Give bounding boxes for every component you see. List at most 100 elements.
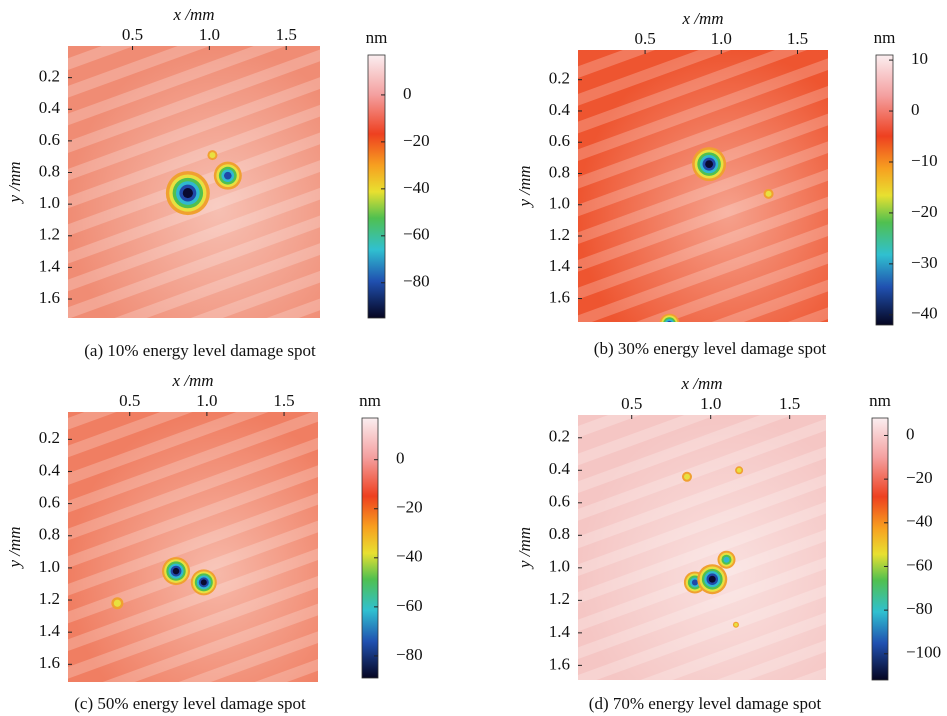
colorbar-tick-label: −80 (396, 645, 423, 664)
y-tick-label: 0.2 (39, 428, 60, 447)
colorbar-tick-label: 0 (396, 449, 405, 468)
colorbar (871, 417, 889, 681)
map-glow (578, 415, 826, 680)
panel: x /mm y /mm 0.5 1.0 1.5 0.2 0.4 0.6 0.8 1.0 1.2 1.4… (515, 9, 938, 358)
y-tick-label: 1.4 (39, 256, 61, 275)
y-tick-label: 1.2 (39, 589, 60, 608)
caption: (b) 30% energy level damage spot (594, 339, 827, 358)
y-tick-label: 1.0 (39, 193, 60, 212)
map-glow (68, 412, 318, 682)
surface-map (578, 415, 826, 680)
y-tick-label: 1.2 (39, 225, 60, 244)
y-tick-label: 0.8 (549, 524, 570, 543)
damage-spot (667, 320, 672, 322)
colorbar-tick-label: −30 (911, 253, 938, 272)
surface-map (578, 50, 828, 322)
caption: (a) 10% energy level damage spot (84, 341, 316, 360)
damage-spot (113, 599, 121, 607)
damage-spot (734, 622, 738, 627)
y-tick-label: 1.4 (549, 622, 571, 641)
damage-spot (665, 319, 674, 322)
x-tick-label: 1.5 (273, 391, 294, 410)
y-tick-label: 0.4 (39, 460, 61, 479)
panel: x /mm y /mm 0.5 1.0 1.5 0.2 0.4 0.6 0.8 1.0 1.2 1.4… (5, 5, 430, 360)
colorbar-label: nm (359, 391, 381, 410)
colorbar-label: nm (366, 28, 388, 47)
colorbar-tick-label: −20 (911, 202, 938, 221)
y-axis-title: y /mm (5, 161, 24, 204)
colorbar-tick-label: 0 (403, 84, 412, 103)
y-tick-label: 1.0 (39, 557, 60, 576)
y-tick-label: 0.4 (549, 100, 571, 119)
colorbar-tick-label: −40 (396, 547, 423, 566)
y-tick-label: 0.4 (39, 98, 61, 117)
colorbar-tick-label: −20 (906, 468, 933, 487)
y-tick-label: 0.6 (549, 131, 570, 150)
x-tick-label: 1.0 (700, 394, 721, 413)
y-tick-label: 0.8 (549, 162, 570, 181)
y-tick-label: 1.4 (549, 256, 571, 275)
colorbar-tick-label: −80 (906, 599, 933, 618)
y-tick-label: 1.6 (549, 654, 570, 673)
y-tick-label: 1.6 (549, 287, 570, 306)
damage-spot (765, 190, 772, 197)
y-tick-label: 1.6 (39, 288, 60, 307)
damage-spot (172, 567, 180, 575)
damage-spot (705, 160, 714, 169)
damage-spot (683, 473, 690, 480)
y-tick-label: 0.8 (39, 161, 60, 180)
x-axis-title: x /mm (172, 5, 214, 24)
x-tick-label: 0.5 (634, 29, 655, 48)
damage-spot (200, 579, 207, 586)
y-tick-label: 0.6 (39, 493, 60, 512)
damage-spot (723, 556, 730, 563)
x-tick-label: 1.5 (276, 25, 297, 44)
colorbar-tick-label: 0 (906, 424, 915, 443)
damage-spot (708, 575, 716, 583)
colorbar-label: nm (874, 28, 896, 47)
x-axis-title: x /mm (680, 374, 722, 393)
colorbar-label: nm (869, 391, 891, 410)
colorbar (361, 417, 379, 679)
colorbar-tick-label: −10 (911, 151, 938, 170)
colorbar-tick-label: −60 (403, 225, 430, 244)
y-axis-title: y /mm (5, 526, 24, 569)
y-tick-label: 1.2 (549, 225, 570, 244)
x-axis-title: x /mm (171, 371, 213, 390)
y-tick-label: 0.6 (549, 492, 570, 511)
damage-spot (209, 152, 216, 159)
damage-spot (182, 187, 193, 199)
colorbar (367, 54, 386, 319)
colorbar-tick-label: −40 (906, 512, 933, 531)
y-tick-label: 0.6 (39, 130, 60, 149)
colorbar-tick-label: 0 (911, 100, 920, 119)
damage-spot (691, 579, 698, 586)
map-glow (578, 50, 828, 322)
x-tick-label: 0.5 (119, 391, 140, 410)
colorbar-tick-label: −20 (403, 131, 430, 150)
damage-spot (223, 171, 232, 180)
y-axis-title: y /mm (515, 165, 534, 208)
y-tick-label: 1.2 (549, 589, 570, 608)
y-axis-title: y /mm (515, 527, 534, 570)
colorbar-tick-label: −40 (403, 178, 430, 197)
colorbar-tick-label: −60 (906, 555, 933, 574)
damage-spot (736, 467, 742, 473)
x-tick-label: 0.5 (621, 394, 642, 413)
y-tick-label: 0.2 (549, 427, 570, 446)
y-tick-label: 1.4 (39, 621, 61, 640)
x-tick-label: 1.0 (199, 25, 220, 44)
caption: (d) 70% energy level damage spot (589, 694, 822, 713)
colorbar (875, 54, 894, 326)
x-tick-label: 1.5 (779, 394, 800, 413)
colorbar-tick-label: −40 (911, 304, 938, 323)
y-tick-label: 1.0 (549, 194, 570, 213)
panel: x /mm y /mm 0.5 1.0 1.5 0.2 0.4 0.6 0.8 1.0 1.2 1.4… (515, 374, 941, 713)
y-tick-label: 0.2 (549, 69, 570, 88)
colorbar-tick-label: −80 (403, 272, 430, 291)
colorbar-tick-label: 10 (911, 49, 928, 68)
colorbar-tick-label: −20 (396, 498, 423, 517)
colorbar-tick-label: −60 (396, 596, 423, 615)
surface-map (68, 412, 318, 682)
